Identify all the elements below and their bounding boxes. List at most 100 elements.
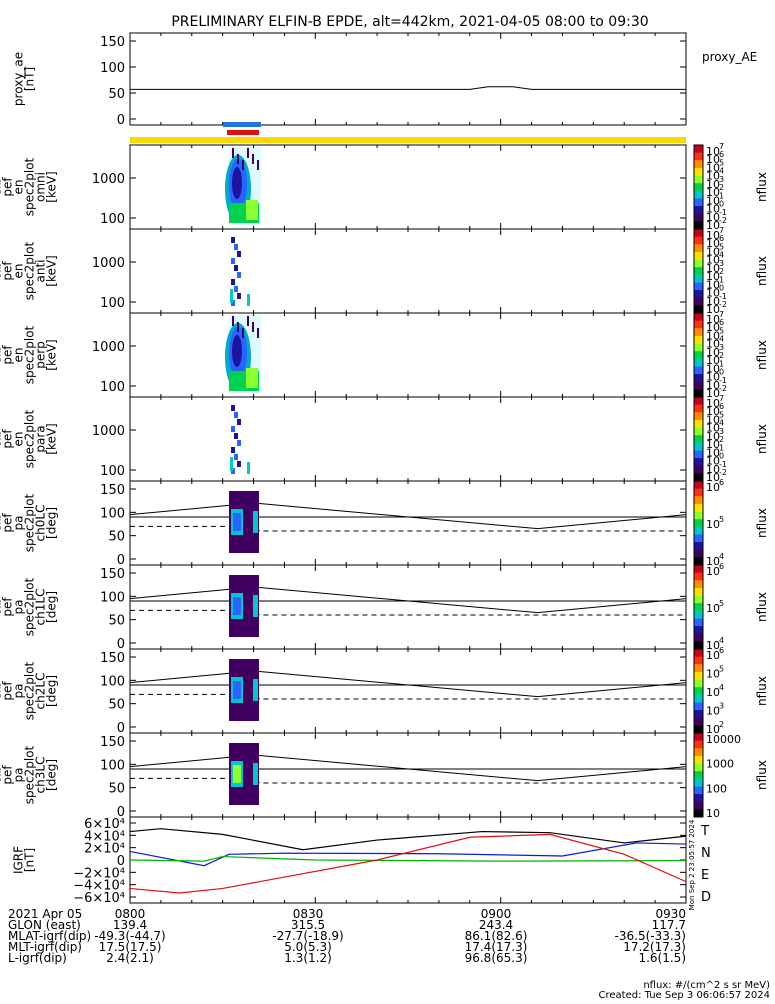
colorbar-title-group: nflux (755, 508, 769, 538)
colorbar-segment (694, 645, 703, 650)
colorbar-tick-label: 1000 (706, 758, 734, 771)
colorbar-segment (694, 236, 703, 241)
y-tick-label: −2×10⁴ (73, 866, 125, 881)
y-tick-label: 100 (100, 380, 125, 395)
colorbar-segment (694, 412, 703, 417)
colorbar-tick-exponent: 1 (719, 191, 724, 200)
colorbar-tick-exponent: -1 (719, 460, 727, 469)
spectrogram-cell (230, 289, 233, 303)
colorbar-segment (694, 274, 703, 280)
colorbar-segment (694, 614, 703, 619)
colorbar-segment (694, 671, 703, 677)
spectrogram-cell (232, 335, 242, 367)
colorbar-tick-exponent: 1 (719, 359, 724, 368)
panel-frame (129, 312, 687, 398)
colorbar-segment (694, 362, 703, 367)
colorbar-tick-exponent: 6 (719, 478, 724, 487)
colorbar-segment (694, 374, 703, 379)
spectrogram-cell (242, 328, 244, 338)
panel-axis-label: [keV] (45, 339, 59, 370)
colorbar-segment (694, 626, 703, 631)
colorbar-segment (694, 713, 703, 719)
footer-cell: 96.8(65.3) (465, 951, 528, 965)
colorbar-segment (694, 778, 703, 784)
colorbar-tick-exponent: 6 (719, 318, 724, 327)
colorbar-segment (694, 332, 703, 337)
colorbar-segment (694, 530, 703, 535)
loss-cone-line (129, 670, 687, 698)
spectrogram-cell (247, 148, 249, 158)
colorbar-segment (694, 435, 703, 440)
created-note: Created: Tue Sep 3 06:06:57 2024 (599, 990, 771, 1000)
colorbar-tick-label: 10000 (706, 733, 741, 746)
colorbar-tick-label: 10 (706, 481, 720, 494)
colorbar-segment (694, 385, 703, 390)
colorbar-segment (694, 767, 703, 772)
y-tick-label: 50 (108, 698, 125, 713)
y-tick-label: 100 (100, 296, 125, 311)
colorbar-tick-exponent: 7 (719, 394, 724, 403)
colorbar-segment (694, 427, 703, 432)
colorbar-segment (694, 442, 703, 448)
y-tick-label: 0 (117, 637, 125, 652)
panel-axis-label: ch2LC (34, 673, 48, 710)
colorbar-segment (694, 206, 703, 211)
colorbar-tick-label: 10 (706, 313, 720, 326)
colorbar-segment (694, 446, 703, 451)
colorbar-segment (694, 641, 703, 646)
colorbar-segment (694, 549, 703, 555)
spectrogram-cell (234, 244, 238, 250)
colorbar-tick-exponent: 5 (719, 158, 724, 167)
spectrogram-cell (246, 200, 258, 220)
y-tick-label: 50 (108, 530, 125, 545)
colorbar-segment (694, 225, 703, 230)
colorbar-segment (694, 813, 703, 818)
colorbar-segment (694, 710, 703, 715)
colorbar-segment (694, 622, 703, 627)
footer-cell: 315.5 (291, 918, 325, 932)
colorbar-tick-exponent: 3 (719, 343, 724, 352)
colorbar-segment (694, 397, 703, 402)
spectrogram-cell (234, 454, 238, 460)
series-label: proxy_AE (702, 50, 757, 64)
colorbar-tick-exponent: 7 (719, 142, 724, 151)
panel-axis-label: spec2plot (23, 409, 37, 468)
colorbar-segment (694, 439, 703, 444)
colorbar-segment (694, 148, 703, 154)
colorbar-segment (694, 553, 703, 558)
panel-axis-label: elb (0, 262, 4, 280)
panel-axis-label: para (34, 425, 48, 452)
colorbar-title-group: nflux (755, 592, 769, 622)
colorbar-segment (694, 469, 703, 474)
colorbar-tick-label: 10 (706, 649, 720, 662)
side-stamp-group: Mon Sep 2 23:05:57 2024 (688, 819, 696, 910)
colorbar-tick-label: 10 (706, 639, 720, 652)
colorbar-title-group: nflux (755, 340, 769, 370)
colorbar-segment (694, 633, 703, 639)
panel-axis-label: pef (1, 429, 15, 449)
spectrogram-cell (252, 154, 254, 164)
y-tick-label: 150 (100, 35, 125, 50)
colorbar-segment (694, 500, 703, 505)
colorbar-segment (694, 286, 703, 291)
colorbar-tick-label: 10 (706, 329, 720, 342)
colorbar-tick-label: 10 (706, 379, 720, 392)
colorbar-segment (694, 649, 703, 654)
colorbar-segment (694, 534, 703, 539)
y-tick-label: 0 (117, 854, 125, 869)
panel-axis-label: spec2plot (23, 157, 37, 216)
colorbar-segment (694, 351, 703, 356)
footer-cell: 17.4(17.3) (465, 940, 528, 954)
panel-axis-label: pa (12, 600, 26, 615)
colorbar-frame (693, 732, 704, 818)
igrf-component-label: T (700, 824, 709, 839)
colorbar-segment (694, 190, 703, 196)
colorbar-segment (694, 675, 703, 681)
colorbar-tick-label: 10 (706, 362, 720, 375)
panels-group: proxy_ae[nT]150100500proxy_AEelbpefenspe… (0, 32, 771, 1001)
colorbar-segment (694, 503, 703, 509)
y-tick-label: 50 (108, 614, 125, 629)
y-tick-label: 1000 (92, 424, 125, 439)
